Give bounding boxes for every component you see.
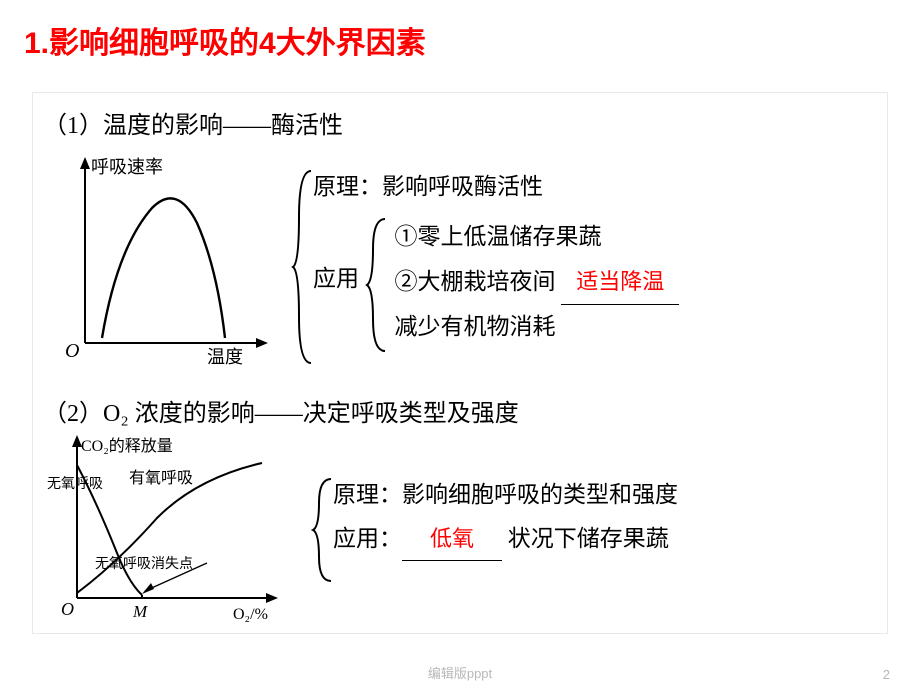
- principle-line: 原理：影响呼吸酶活性: [313, 165, 679, 209]
- blank-1: 适当降温: [561, 260, 679, 306]
- chart2-svg: CO₂的释放量 无氧呼吸 有氧呼吸 无氧呼吸消失点 O M O₂/%: [47, 433, 307, 628]
- blank-1-answer: 适当降温: [576, 261, 664, 304]
- apply-items: ①零上低温储存果蔬 ②大棚栽培夜间 适当降温 减少有机物消耗: [395, 215, 680, 351]
- page-number: 2: [883, 667, 890, 682]
- principle2-text: 影响细胞呼吸的类型和强度: [402, 482, 678, 507]
- section2-content: 原理：影响细胞呼吸的类型和强度 应用： 低氧 状况下储存果蔬: [333, 473, 678, 561]
- principle2-line: 原理：影响细胞呼吸的类型和强度: [333, 473, 678, 517]
- apply2-after: 状况下储存果蔬: [508, 526, 669, 551]
- footer-text: 编辑版pppt: [0, 663, 920, 682]
- brace1-inner-icon: [365, 215, 389, 355]
- principle2-label: 原理：: [333, 482, 402, 507]
- section2-heading: （2）O₂ 浓度的影响——决定呼吸类型及强度: [43, 393, 519, 428]
- brace2-icon: [311, 475, 337, 585]
- blank-2-answer: 低氧: [430, 518, 474, 560]
- chart2-anaerobic-label: 无氧呼吸: [47, 476, 103, 492]
- principle-text: 影响呼吸酶活性: [382, 174, 543, 199]
- blank-2: 低氧: [402, 517, 502, 562]
- chart2-xlabel: O₂/%: [233, 606, 268, 623]
- apply2-label: 应用：: [333, 526, 402, 551]
- chart-temperature: 呼吸速率 O 温度: [47, 153, 277, 373]
- page-title: 1.影响细胞呼吸的4大外界因素: [24, 18, 426, 62]
- chart1-origin: O: [65, 340, 79, 362]
- chart2-m-label: M: [132, 602, 148, 621]
- chart1-xlabel: 温度: [207, 347, 243, 367]
- content-box: （1）温度的影响——酶活性 呼吸速率 O 温度 原理：影响呼吸酶活性 应用: [32, 92, 888, 634]
- apply-block: 应用 ①零上低温储存果蔬 ②大棚栽培夜间 适当降温 减少有机物消耗: [313, 215, 679, 355]
- chart2-origin: O: [61, 599, 74, 619]
- apply-item-2: ②大棚栽培夜间: [395, 269, 556, 294]
- chart1-svg: 呼吸速率 O 温度: [47, 153, 277, 373]
- chart2-aerobic-label: 有氧呼吸: [129, 469, 193, 487]
- apply2-line: 应用： 低氧 状况下储存果蔬: [333, 517, 678, 562]
- chart-o2: CO₂的释放量 无氧呼吸 有氧呼吸 无氧呼吸消失点 O M O₂/%: [47, 433, 297, 628]
- section1-heading: （1）温度的影响——酶活性: [43, 105, 343, 140]
- chart2-ylabel: CO₂的释放量: [81, 437, 173, 455]
- chart2-annotation: 无氧呼吸消失点: [95, 556, 193, 572]
- apply-label: 应用: [313, 257, 359, 301]
- section1-content: 原理：影响呼吸酶活性 应用 ①零上低温储存果蔬 ②大棚栽培夜间 适当降温 减少有…: [313, 165, 679, 355]
- apply-item-1: ①零上低温储存果蔬: [395, 224, 602, 249]
- apply-item-3: 减少有机物消耗: [395, 314, 556, 339]
- chart1-ylabel: 呼吸速率: [91, 157, 163, 177]
- principle-label: 原理：: [313, 174, 382, 199]
